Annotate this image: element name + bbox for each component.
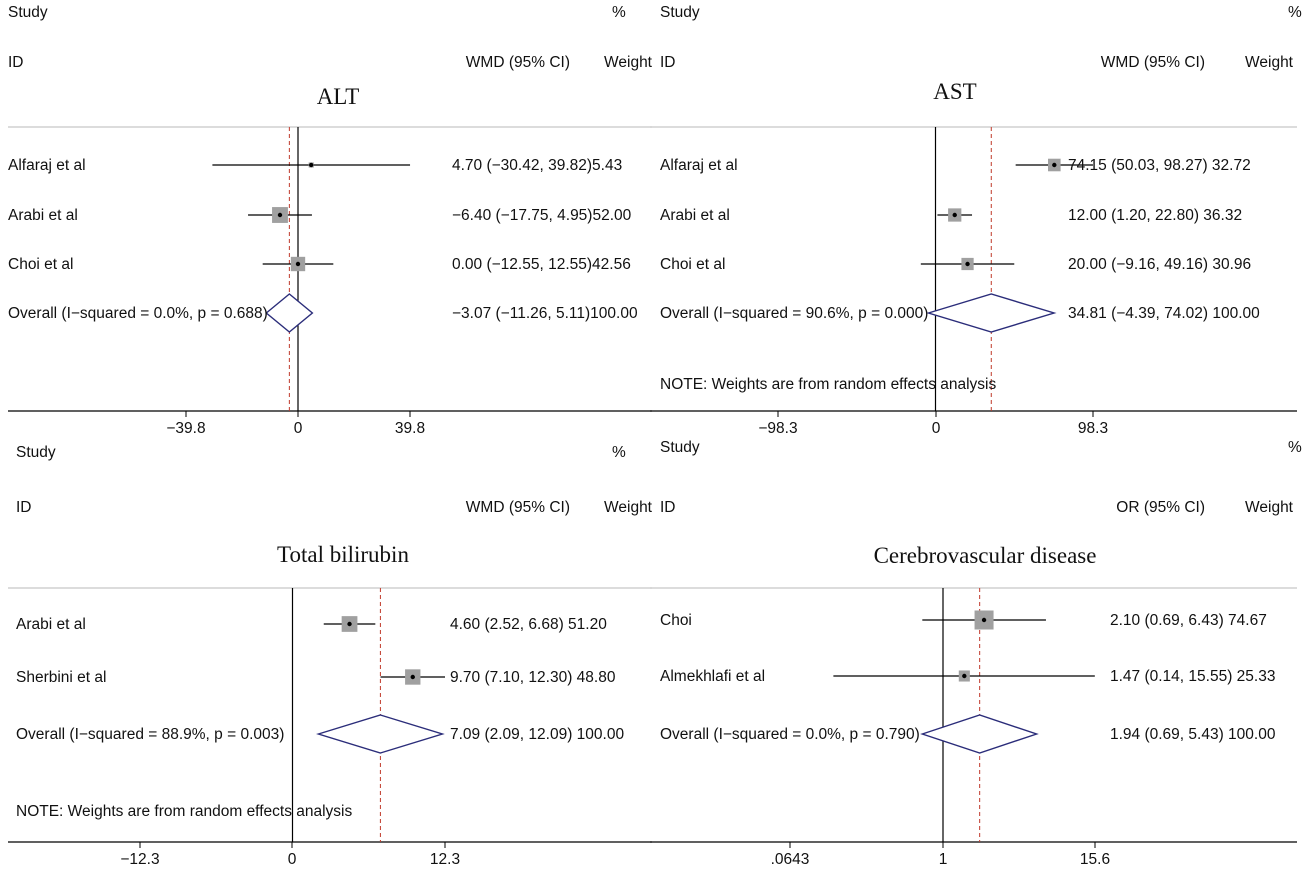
header-id: ID bbox=[660, 54, 676, 71]
study-label: Almekhlafi et al bbox=[660, 668, 765, 685]
header-percent: % bbox=[1288, 439, 1302, 456]
header-percent: % bbox=[612, 4, 626, 21]
x-tick-label: −12.3 bbox=[120, 851, 159, 868]
header-study: Study bbox=[660, 439, 700, 456]
forest-panel-4: Study ID% Weight OR (95% CI) Cerebrovascular… bbox=[650, 439, 1302, 868]
effect-ci-text: 74.15 (50.03, 98.27) 32.72 bbox=[1068, 157, 1251, 174]
panel-title: Cerebrovascular disease bbox=[874, 543, 1097, 568]
study-label: Arabi et al bbox=[8, 207, 78, 224]
x-tick-label: 98.3 bbox=[1078, 420, 1108, 437]
header-percent: % bbox=[1288, 4, 1302, 21]
overall-diamond bbox=[316, 714, 445, 754]
header-effect: OR (95% CI) bbox=[1116, 499, 1205, 516]
point-estimate bbox=[347, 621, 352, 627]
point-estimate bbox=[277, 212, 283, 218]
point-estimate bbox=[410, 674, 415, 680]
overall-diamond bbox=[265, 293, 314, 333]
overall-label: Overall (I−squared = 0.0%, p = 0.688) bbox=[8, 305, 268, 322]
x-tick-label: −39.8 bbox=[166, 420, 205, 437]
header-weight: Weight bbox=[1245, 54, 1294, 71]
forest-panel-3: Study ID% Weight WMD (95% CI) Total bilirubi… bbox=[8, 444, 653, 868]
header-study: Study bbox=[16, 444, 56, 461]
header-effect: WMD (95% CI) bbox=[466, 54, 570, 71]
panel-title: ALT bbox=[317, 84, 360, 109]
point-estimate bbox=[309, 162, 314, 168]
x-tick-label: 39.8 bbox=[395, 420, 425, 437]
point-estimate bbox=[965, 261, 970, 267]
header-weight: Weight bbox=[604, 54, 653, 71]
overall-label: Overall (I−squared = 0.0%, p = 0.790) bbox=[660, 726, 920, 743]
x-tick-label: .0643 bbox=[771, 851, 810, 868]
forest-panel-2: Study ID% Weight WMD (95% CI) AST −98.3 0 98.3 A… bbox=[650, 4, 1302, 437]
panel-title: Total bilirubin bbox=[277, 542, 409, 567]
study-label: Choi bbox=[660, 612, 692, 629]
x-tick-label: 0 bbox=[288, 851, 297, 868]
x-tick-label: 12.3 bbox=[430, 851, 460, 868]
study-label: Arabi et al bbox=[16, 616, 86, 633]
x-tick-label: 1 bbox=[939, 851, 948, 868]
overall-effect-text: 34.81 (−4.39, 74.02) 100.00 bbox=[1068, 305, 1260, 322]
point-estimate bbox=[962, 673, 967, 679]
x-tick-label: 0 bbox=[932, 420, 941, 437]
effect-ci-text: 2.10 (0.69, 6.43) 74.67 bbox=[1110, 612, 1267, 629]
x-tick-label: −98.3 bbox=[758, 420, 797, 437]
overall-diamond bbox=[920, 714, 1039, 754]
header-weight: Weight bbox=[604, 499, 653, 516]
overall-label: Overall (I−squared = 90.6%, p = 0.000) bbox=[660, 305, 928, 322]
header-id: ID bbox=[660, 499, 676, 516]
point-estimate bbox=[952, 212, 957, 218]
header-study: Study bbox=[660, 4, 700, 21]
random-effects-note: NOTE: Weights are from random effects an… bbox=[660, 376, 996, 393]
overall-label: Overall (I−squared = 88.9%, p = 0.003) bbox=[16, 726, 284, 743]
header-effect: WMD (95% CI) bbox=[1101, 54, 1205, 71]
effect-ci-text: 4.60 (2.52, 6.68) 51.20 bbox=[450, 616, 607, 633]
point-estimate bbox=[295, 261, 301, 267]
overall-effect-text: 1.94 (0.69, 5.43) 100.00 bbox=[1110, 726, 1276, 743]
overall-effect-text: 7.09 (2.09, 12.09) 100.00 bbox=[450, 726, 624, 743]
study-label: Alfaraj et al bbox=[8, 157, 86, 174]
study-label: Choi et al bbox=[660, 256, 725, 273]
point-estimate bbox=[981, 617, 987, 623]
study-label: Sherbini et al bbox=[16, 669, 106, 686]
x-tick-label: 15.6 bbox=[1080, 851, 1110, 868]
forest-panel-1: Study ID% Weight WMD (95% CI) ALT −39.8 0 39.8 A… bbox=[8, 4, 653, 437]
effect-ci-text: 9.70 (7.10, 12.30) 48.80 bbox=[450, 669, 616, 686]
random-effects-note: NOTE: Weights are from random effects an… bbox=[16, 803, 352, 820]
study-label: Choi et al bbox=[8, 256, 73, 273]
point-estimate bbox=[1052, 162, 1057, 168]
header-id: ID bbox=[16, 499, 32, 516]
header-percent: % bbox=[612, 444, 626, 461]
x-tick-label: 0 bbox=[294, 420, 303, 437]
overall-effect-text: −3.07 (−11.26, 5.11)100.00 bbox=[452, 305, 638, 322]
panel-title: AST bbox=[933, 79, 976, 104]
header-study: Study bbox=[8, 4, 48, 21]
study-label: Arabi et al bbox=[660, 207, 730, 224]
effect-ci-text: 12.00 (1.20, 22.80) 36.32 bbox=[1068, 207, 1242, 224]
study-label: Alfaraj et al bbox=[660, 157, 738, 174]
header-id: ID bbox=[8, 54, 24, 71]
header-weight: Weight bbox=[1245, 499, 1294, 516]
effect-ci-text: 1.47 (0.14, 15.55) 25.33 bbox=[1110, 668, 1275, 685]
effect-ci-text: 20.00 (−9.16, 49.16) 30.96 bbox=[1068, 256, 1251, 273]
header-effect: WMD (95% CI) bbox=[466, 499, 570, 516]
overall-diamond bbox=[926, 293, 1057, 333]
effect-ci-text: 4.70 (−30.42, 39.82)5.43 bbox=[452, 157, 622, 174]
effect-ci-text: 0.00 (−12.55, 12.55)42.56 bbox=[452, 256, 631, 273]
effect-ci-text: −6.40 (−17.75, 4.95)52.00 bbox=[452, 207, 632, 224]
